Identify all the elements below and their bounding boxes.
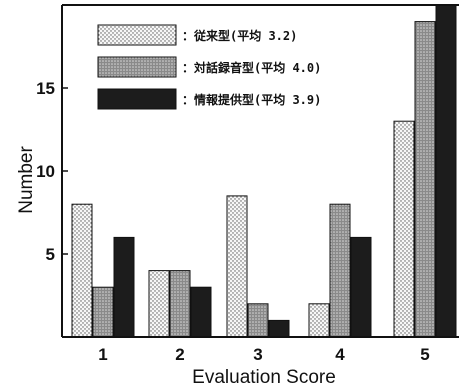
x-tick-label: 5: [420, 345, 429, 364]
bar-2-cat-3: [247, 303, 269, 338]
legend-label-1: ：従来型(平均 3.2): [182, 28, 297, 43]
bar-3-cat-5: [435, 4, 457, 338]
legend-swatch-3: [97, 88, 177, 110]
legend-swatch-1: [97, 24, 177, 46]
bar-2-cat-4: [329, 203, 351, 338]
x-tick-label: 1: [98, 345, 107, 364]
y-tick-label: 15: [36, 79, 55, 98]
bar-1-cat-3: [226, 195, 248, 338]
bar-2-cat-2: [169, 270, 191, 338]
x-tick-label: 3: [253, 345, 262, 364]
bar-1-cat-2: [148, 270, 170, 338]
legend-label-3: ：情報提供型(平均 3.9): [182, 92, 321, 107]
legend-label-2: ：対話録音型(平均 4.0): [182, 60, 321, 75]
axes: 1 2 3 4 5 5 10 15: [36, 4, 459, 364]
plot-area: [71, 4, 457, 338]
bar-2-cat-5: [414, 21, 436, 338]
y-tick-label: 10: [36, 162, 55, 181]
legend: ：従来型(平均 3.2) ：対話録音型(平均 4.0) ：情報提供型(平均 3.9): [97, 24, 321, 110]
legend-swatch-2: [97, 56, 177, 78]
bar-1-cat-4: [308, 303, 330, 338]
bar-1-cat-1: [71, 203, 93, 338]
bar-3-cat-2: [190, 286, 212, 338]
bar-3-cat-4: [350, 236, 372, 338]
x-axis-title: Evaluation Score: [192, 367, 336, 387]
y-tick-label: 5: [46, 245, 55, 264]
bar-3-cat-1: [113, 236, 135, 338]
bar-3-cat-3: [268, 319, 290, 338]
x-tick-label: 4: [335, 345, 345, 364]
bar-2-cat-1: [92, 286, 114, 338]
x-tick-label: 2: [175, 345, 184, 364]
bar-1-cat-5: [393, 120, 415, 338]
y-axis-title: Number: [16, 146, 37, 214]
